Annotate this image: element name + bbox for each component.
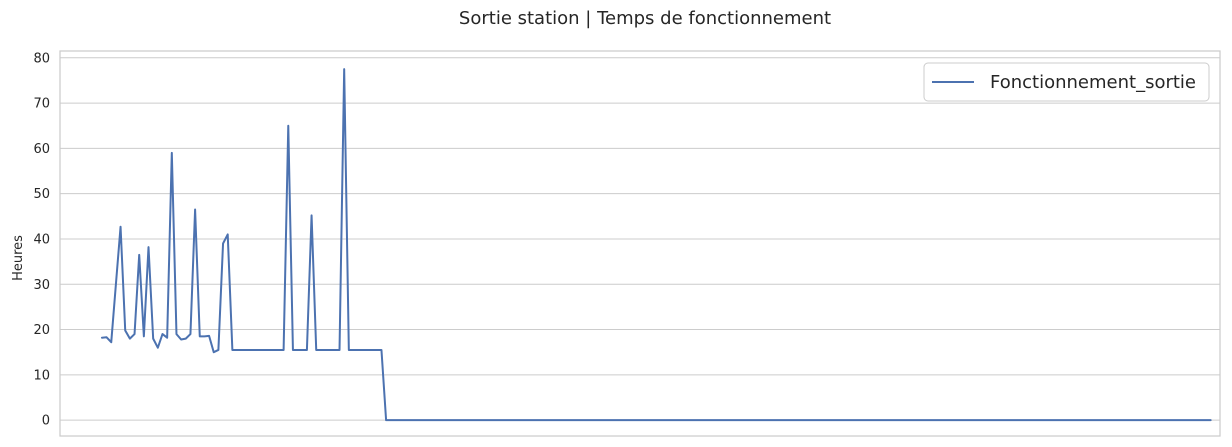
y-tick-label-40: 40 bbox=[33, 232, 50, 247]
y-tick-label-10: 10 bbox=[33, 368, 50, 383]
y-tick-label-80: 80 bbox=[33, 51, 50, 66]
plot-frame bbox=[59, 50, 1221, 437]
y-tick-labels: 0 10 20 30 40 50 60 70 80 bbox=[33, 51, 50, 428]
y-tick-label-60: 60 bbox=[33, 142, 50, 157]
legend-frame bbox=[923, 62, 1210, 102]
legend-label-fonctionnement-sortie: Fonctionnement_sortie bbox=[990, 72, 1196, 93]
y-gridlines bbox=[60, 57, 1220, 421]
chart-title: Sortie station | Temps de fonctionnement bbox=[459, 8, 831, 29]
y-tick-label-50: 50 bbox=[33, 187, 50, 202]
y-tick-label-20: 20 bbox=[33, 323, 50, 338]
y-axis-label: Heures bbox=[11, 235, 26, 281]
y-tick-label-70: 70 bbox=[33, 97, 50, 112]
y-tick-label-0: 0 bbox=[42, 414, 50, 429]
series-lines bbox=[100, 68, 1212, 422]
series-line-0 bbox=[100, 68, 1212, 422]
legend: Fonctionnement_sortie bbox=[923, 62, 1210, 102]
y-tick-label-30: 30 bbox=[33, 278, 50, 293]
